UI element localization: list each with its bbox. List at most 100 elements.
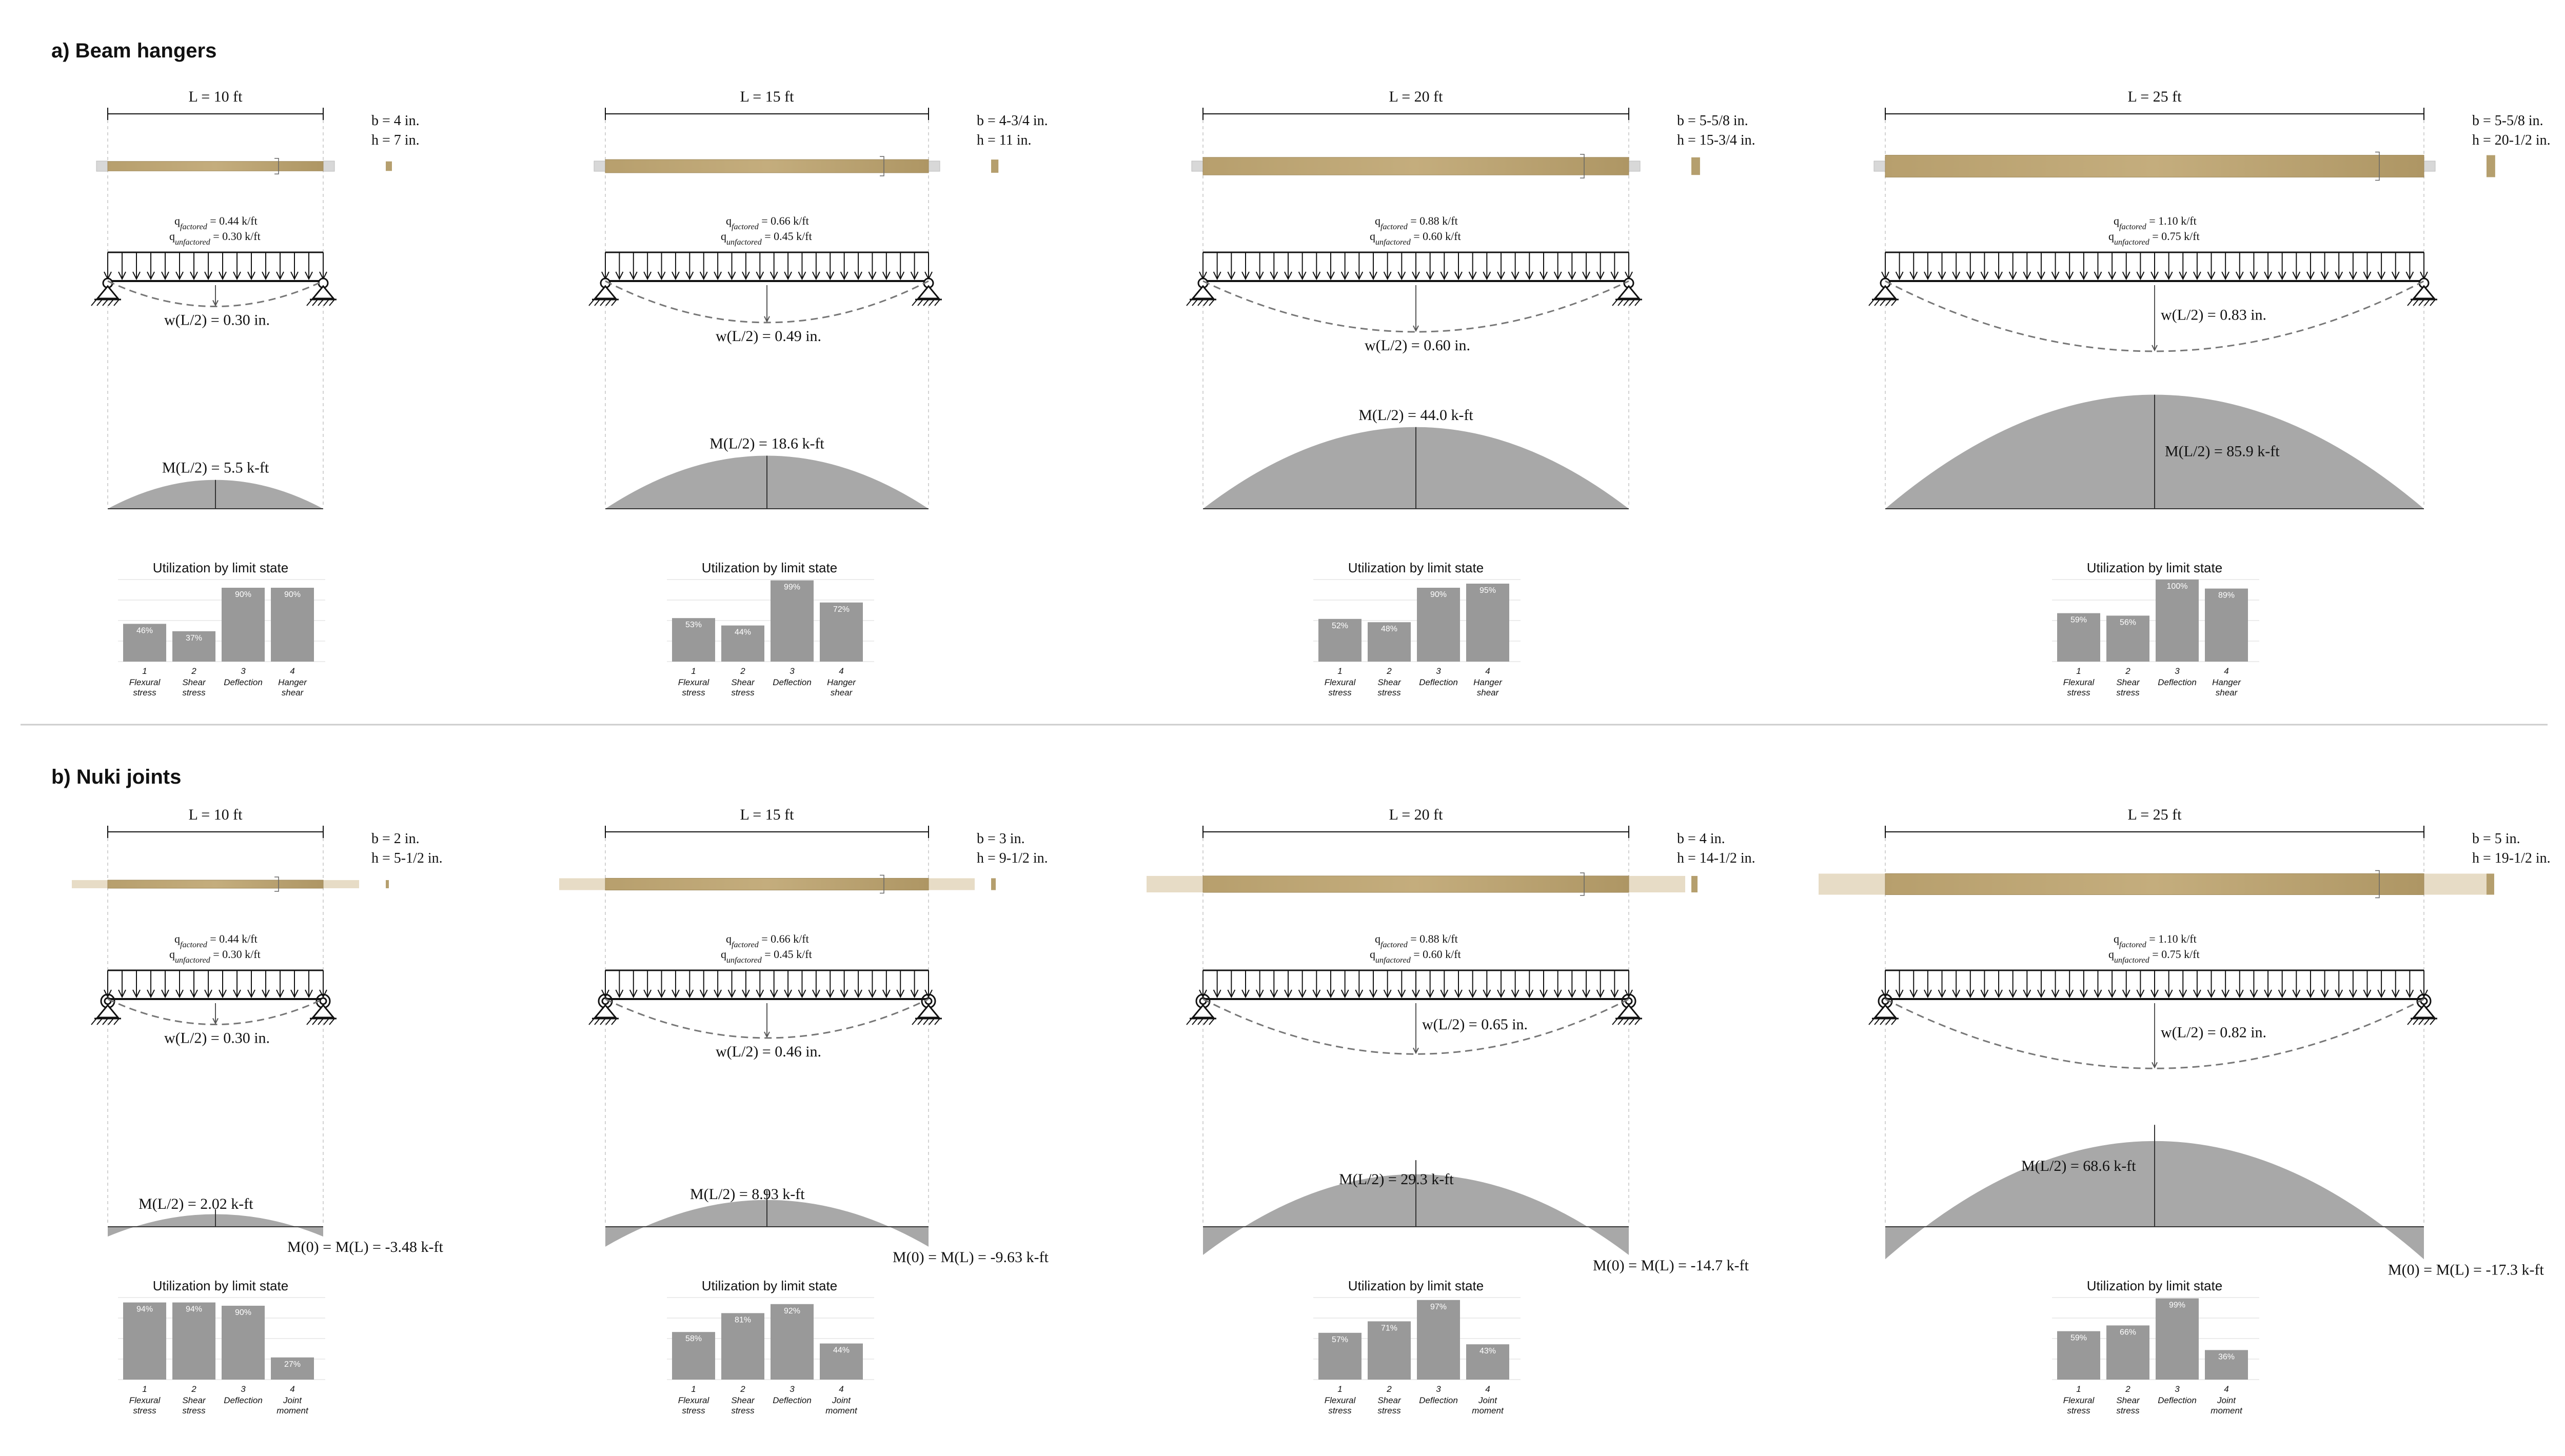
utilization-category-name: stress <box>133 1406 156 1415</box>
beam-cross-section <box>991 878 996 890</box>
utilization-bar <box>1368 1321 1411 1380</box>
deflection-label: w(L/2) = 0.83 in. <box>2161 306 2266 323</box>
q-unfactored-label: qunfactored = 0.30 k/ft <box>169 230 261 247</box>
load-arrowhead <box>2250 989 2258 999</box>
load-arrowhead <box>290 271 299 281</box>
load-arrowhead <box>2235 989 2244 999</box>
load-arrowhead <box>2335 271 2343 281</box>
section-title: a) Beam hangers <box>51 39 216 62</box>
q-unfactored-value: = 0.45 k/ft <box>762 948 812 961</box>
support-right-pin <box>2420 997 2428 1005</box>
load-arrowhead <box>319 989 327 999</box>
support-right-hatch <box>1623 1018 1629 1025</box>
support-left-hatch <box>1868 1018 1875 1025</box>
utilization-category-number: 2 <box>1386 666 1392 676</box>
beam-elevation <box>605 159 929 173</box>
q-factored-value: = 1.10 k/ft <box>2146 932 2197 945</box>
load-arrowhead <box>714 271 722 281</box>
support-right-hatch <box>306 1018 312 1025</box>
load-arrowhead <box>1213 271 1221 281</box>
utilization-category-name: Hanger <box>827 677 856 687</box>
support-left-pin <box>1881 997 1889 1005</box>
q-unfactored-value: = 0.75 k/ft <box>2149 948 2200 961</box>
support-right-hatch <box>1612 1018 1618 1025</box>
section-depth-label: h = 5-1/2 in. <box>371 850 443 866</box>
load-arrowhead <box>2405 989 2414 999</box>
support-left-hatch <box>1885 299 1891 306</box>
load-arrowhead <box>1909 271 1918 281</box>
load-arrowhead <box>629 989 638 999</box>
load-arrowhead <box>742 989 750 999</box>
load-arrowhead <box>657 271 666 281</box>
utilization-category-number: 3 <box>241 666 246 676</box>
support-right-hatch <box>929 1018 935 1025</box>
support-left-hatch <box>1880 1018 1886 1025</box>
load-arrowhead <box>2278 989 2286 999</box>
utilization-bar <box>1417 1300 1460 1380</box>
utilization-bar-label: 37% <box>186 634 202 643</box>
utilization-category-name: Shear <box>1377 1395 1402 1405</box>
load-arrowhead <box>104 989 112 999</box>
utilization-category-number: 2 <box>2125 1384 2130 1394</box>
load-arrowhead <box>685 271 694 281</box>
load-arrowhead <box>1454 989 1463 999</box>
utilization-category-name: Shear <box>182 1395 206 1405</box>
section-depth-label: h = 20-1/2 in. <box>2472 132 2551 148</box>
load-arrowhead <box>2108 271 2117 281</box>
load-arrowhead <box>2065 989 2074 999</box>
load-arrowhead <box>161 271 169 281</box>
load-arrowhead <box>643 989 652 999</box>
hanger-right <box>323 161 335 172</box>
utilization-bar <box>1318 1332 1362 1380</box>
section-width-label: b = 5-5/8 in. <box>2472 113 2543 129</box>
utilization-category-name: Shear <box>731 1395 755 1405</box>
support-left-triangle <box>1191 285 1215 300</box>
load-arrowhead <box>219 271 227 281</box>
load-arrowhead <box>1369 989 1377 999</box>
utilization-bar <box>271 1357 314 1380</box>
span-label: L = 25 ft <box>2128 806 2182 823</box>
load-arrowhead <box>2320 989 2329 999</box>
load-arrowhead <box>826 271 835 281</box>
support-right-hatch <box>934 299 940 306</box>
load-arrowhead <box>147 271 155 281</box>
utilization-category-name: stress <box>2067 688 2090 697</box>
load-arrowhead <box>1952 271 1961 281</box>
load-arrowhead <box>2264 271 2272 281</box>
utilization-category-name: shear <box>282 688 304 697</box>
utilization-category-number: 4 <box>290 1384 294 1394</box>
utilization-category-name: stress <box>1377 1406 1401 1415</box>
utilization-category-name: Flexural <box>1325 1395 1356 1405</box>
load-arrowhead <box>2207 989 2216 999</box>
support-right-hatch <box>329 1018 335 1025</box>
support-right-hatch <box>1629 1018 1635 1025</box>
q-factored-value: = 1.10 k/ft <box>2146 214 2197 227</box>
load-arrowhead <box>1995 989 2003 999</box>
load-arrowhead <box>1511 271 1520 281</box>
support-left-triangle <box>1191 1004 1215 1019</box>
utilization-category-number: 4 <box>1485 1384 1490 1394</box>
utilization-bar <box>172 1302 215 1380</box>
hanger-left <box>594 161 606 172</box>
load-arrowhead <box>2349 271 2357 281</box>
utilization-category-name: Shear <box>1377 677 1402 687</box>
load-arrowhead <box>727 989 736 999</box>
load-arrowhead <box>2023 989 2031 999</box>
utilization-bar-label: 90% <box>1430 590 1447 599</box>
q-factored-value: = 0.88 k/ft <box>1408 932 1458 945</box>
support-right-hatch <box>2418 1018 2424 1025</box>
load-arrowhead <box>1426 271 1434 281</box>
load-arrowhead <box>2250 271 2258 281</box>
load-arrowhead <box>1298 271 1307 281</box>
section-depth-label: h = 19-1/2 in. <box>2472 850 2551 866</box>
support-left-hatch <box>113 1018 120 1025</box>
utilization-category-number: 1 <box>142 666 147 676</box>
load-arrowhead <box>798 271 806 281</box>
utilization-title: Utilization by limit state <box>153 1278 288 1293</box>
load-arrowhead <box>1568 989 1576 999</box>
load-arrowhead <box>798 989 806 999</box>
beam-cross-section <box>386 161 392 171</box>
load-arrowhead <box>1241 989 1250 999</box>
utilization-bar-label: 94% <box>136 1305 153 1314</box>
load-arrowhead <box>190 271 198 281</box>
